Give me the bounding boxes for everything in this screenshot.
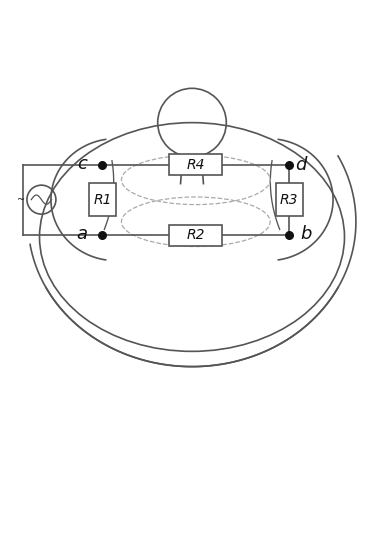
FancyBboxPatch shape [169, 225, 222, 246]
Text: c: c [77, 155, 87, 173]
FancyBboxPatch shape [89, 184, 116, 216]
Text: a: a [76, 225, 87, 243]
FancyBboxPatch shape [276, 184, 303, 216]
Text: d: d [295, 156, 306, 174]
Point [99, 231, 106, 239]
Point [286, 160, 292, 169]
FancyBboxPatch shape [169, 154, 222, 175]
Text: R2: R2 [187, 228, 205, 242]
Point [99, 160, 106, 169]
Point [286, 231, 292, 239]
Text: R4: R4 [187, 158, 205, 172]
Text: R1: R1 [93, 193, 112, 207]
Text: ~: ~ [17, 195, 25, 205]
Text: b: b [301, 225, 312, 243]
Text: R3: R3 [280, 193, 298, 207]
